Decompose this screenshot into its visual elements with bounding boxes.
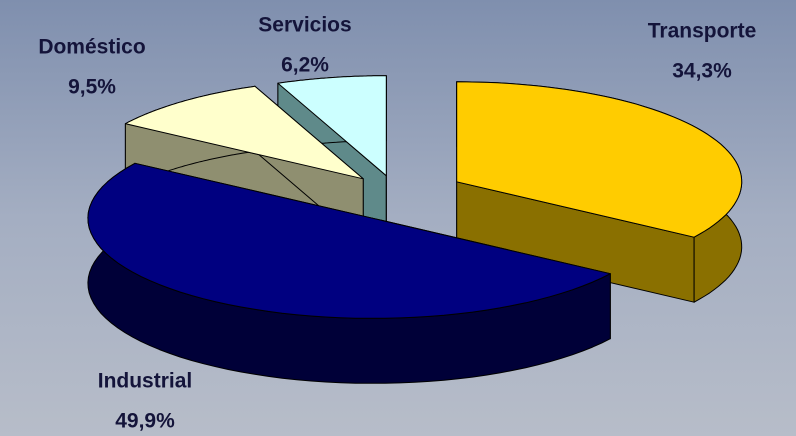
slice-value-label: 34,3% (672, 60, 732, 83)
slice-value-label: 6,2% (281, 54, 329, 77)
slice-value-label: 9,5% (68, 76, 116, 99)
slice-label: Servicios (258, 14, 351, 37)
slice (277, 75, 387, 177)
slice (124, 85, 364, 180)
slice (456, 81, 743, 238)
slice-label: Industrial (98, 370, 193, 393)
slice-label: Transporte (648, 20, 757, 43)
pie (87, 75, 743, 384)
slice-value-label: 49,9% (115, 410, 175, 433)
slice (87, 162, 611, 319)
slice-label: Doméstico (38, 36, 145, 59)
labels: Transporte 34,3% Industrial 49,9% Doméstico 9… (38, 14, 756, 433)
